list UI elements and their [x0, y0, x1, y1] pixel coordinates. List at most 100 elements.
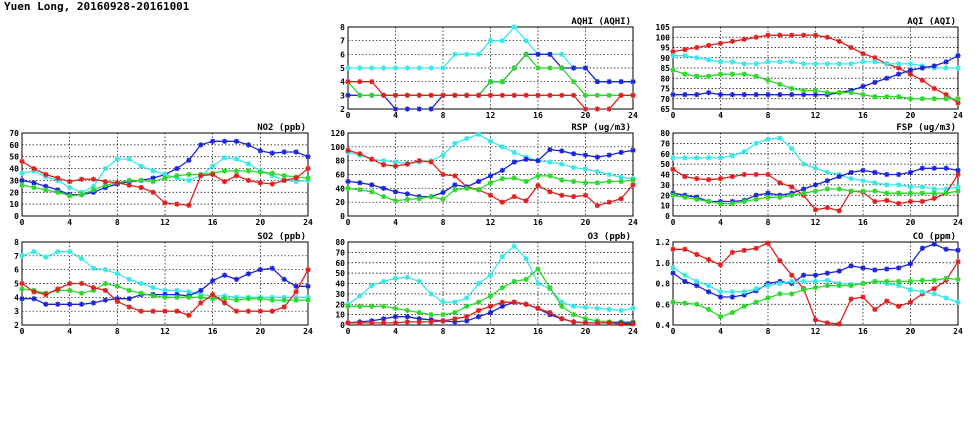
co-series-blue-point	[812, 272, 819, 278]
co-x-tick-label: 0	[671, 327, 676, 336]
no2-series-cyan-point	[19, 170, 25, 176]
aqi-series-cyan-point	[896, 61, 902, 67]
o3-series-red-point	[428, 319, 434, 325]
fsp-x-tick-label: 20	[906, 218, 916, 227]
co-series-green-point	[955, 276, 961, 282]
co-series-green-point	[717, 314, 724, 320]
rsp-series-red-point	[487, 192, 494, 198]
fsp-series-blue-point	[824, 178, 830, 184]
no2-series-blue-point	[186, 157, 192, 163]
so2-series-red-point	[78, 280, 85, 287]
rsp-y-tick-label: 0	[340, 212, 345, 221]
aqhi-series-cyan-point	[464, 51, 470, 57]
so2-series-cyan-point	[162, 287, 168, 294]
aqi-series-green-point	[741, 71, 747, 77]
no2-series-cyan-point	[221, 155, 228, 161]
no2-series-red-point	[233, 173, 240, 179]
fsp-series-blue-point	[836, 173, 842, 180]
so2-series-blue-point	[233, 276, 240, 282]
o3-y-tick-label: 70	[335, 248, 345, 257]
o3-series-green-point	[464, 303, 470, 309]
fsp-series-green-point	[919, 190, 925, 196]
rsp-series-blue-point	[511, 159, 517, 165]
so2-series-cyan-point	[174, 287, 180, 294]
co-series-green-point	[706, 306, 712, 313]
fsp-series-blue-point	[801, 186, 807, 192]
o3-series-cyan-point	[523, 256, 529, 262]
rsp-series-green-point	[523, 178, 529, 185]
fsp-series-blue-point	[765, 190, 771, 196]
co-series-blue-point	[907, 261, 914, 267]
rsp-series-blue-point	[499, 167, 505, 173]
rsp-series-cyan-point	[582, 166, 589, 172]
co-series-cyan-point	[789, 278, 795, 285]
aqhi-series-blue-point	[594, 79, 600, 85]
fsp-series-red-point	[836, 208, 842, 214]
aqi-series-blue-point	[706, 90, 712, 96]
so2-series-green-point	[245, 296, 252, 302]
rsp-series-blue-point	[357, 180, 363, 186]
aqi-chart-title: AQI (AQI)	[907, 17, 956, 27]
rsp-series-green-point	[487, 180, 494, 186]
so2-series-red-point	[210, 291, 216, 298]
fsp-series-green-point	[848, 188, 854, 194]
aqi-series-red-point	[777, 32, 783, 38]
so2-series-green-point	[305, 297, 311, 303]
fsp-series-red-point	[694, 176, 700, 182]
so2-series-green-point	[19, 286, 25, 292]
so2-series-cyan-point	[31, 249, 37, 255]
aqhi-series-blue-point	[630, 79, 636, 85]
fsp-series-cyan-point	[694, 155, 700, 161]
aqi-y-tick-label: 75	[660, 85, 670, 94]
aqi-x-tick-label: 4	[718, 111, 723, 120]
rsp-series-blue-point	[523, 156, 529, 162]
aqhi-series-red-point	[630, 92, 636, 98]
co-series-red-point	[777, 258, 783, 264]
co-x-tick-label: 8	[766, 327, 771, 336]
o3-series-cyan-point	[476, 280, 482, 287]
so2-series-red-point	[174, 308, 180, 314]
o3-series-red-point	[369, 320, 375, 326]
fsp-series-cyan-point	[670, 155, 676, 161]
aqhi-series-red-point	[381, 92, 387, 98]
aqhi-series-green-point	[511, 65, 517, 71]
no2-series-cyan-point	[138, 163, 144, 169]
fsp-series-red-point	[706, 177, 712, 183]
co-series-cyan-point	[812, 278, 819, 285]
fsp-y-tick-label: 60	[660, 150, 670, 159]
o3-series-green-point	[487, 293, 494, 299]
so2-series-red-point	[257, 308, 263, 314]
aqi-series-green-point	[765, 77, 771, 83]
so2-series-blue-point	[19, 296, 25, 302]
aqi-series-red-point	[753, 34, 759, 40]
fsp-series-cyan-point	[717, 155, 724, 161]
aqi-series-red-point	[801, 32, 807, 38]
rsp-series-blue-point	[452, 182, 458, 188]
rsp-series-red-point	[404, 161, 410, 167]
no2-series-cyan-point	[150, 168, 156, 174]
aqi-series-red-point	[931, 85, 937, 92]
co-series-cyan-point	[670, 265, 676, 271]
so2-series-cyan-point	[198, 291, 204, 298]
rsp-series-blue-point	[440, 189, 446, 196]
o3-series-green-point	[452, 309, 458, 316]
no2-series-red-point	[90, 176, 97, 182]
co-series-green-point	[741, 303, 747, 309]
aqi-series-cyan-point	[670, 53, 676, 59]
aqi-x-tick-label: 0	[671, 111, 676, 120]
aqhi-series-green-point	[559, 65, 565, 71]
aqhi-series-red-point	[594, 106, 600, 112]
o3-series-cyan-point	[594, 305, 600, 311]
fsp-series-green-point	[896, 190, 902, 196]
rsp-series-green-point	[428, 194, 434, 200]
rsp-series-cyan-point	[464, 135, 470, 142]
fsp-y-tick-label: 20	[660, 191, 670, 200]
no2-series-cyan-point	[126, 156, 132, 162]
aqi-series-blue-point	[812, 92, 819, 98]
rsp-series-cyan-point	[606, 171, 612, 178]
no2-x-tick-label: 8	[115, 218, 120, 227]
so2-y-tick-label: 4	[14, 293, 19, 302]
no2-series-red-point	[43, 171, 49, 178]
fsp-series-blue-point	[812, 182, 819, 188]
aqi-series-blue-point	[931, 63, 937, 69]
